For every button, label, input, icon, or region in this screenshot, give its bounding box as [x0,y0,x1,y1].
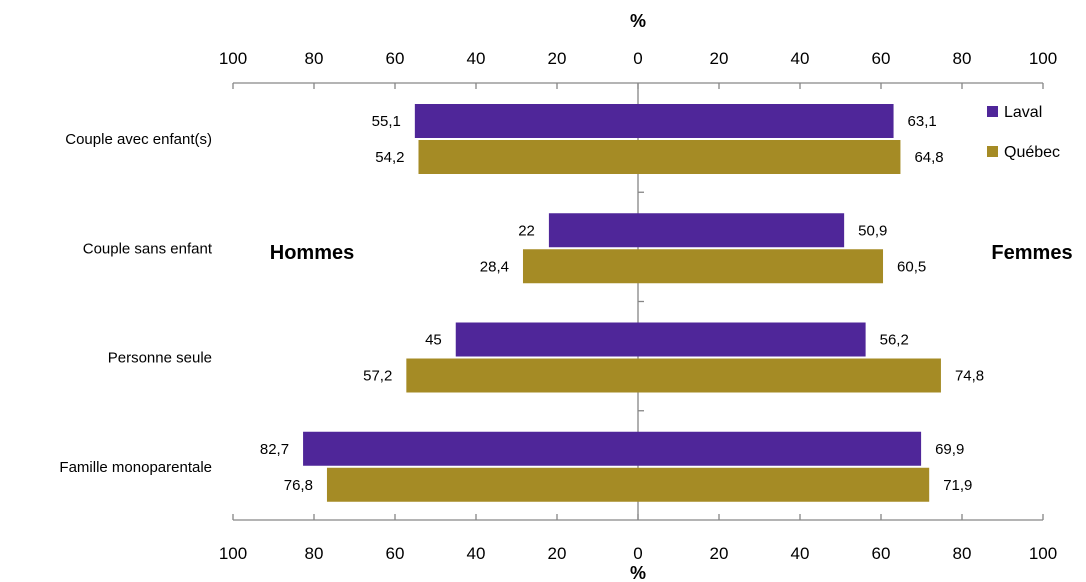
bottom-tick-label: 40 [791,544,810,563]
bar-hommes [418,140,638,174]
top-axis-unit: % [630,11,646,31]
bottom-tick-label: 60 [872,544,891,563]
value-label-femmes: 74,8 [955,368,984,385]
bar-hommes [414,104,638,138]
bottom-tick-label: 80 [305,544,324,563]
value-label-hommes: 57,2 [363,368,392,385]
bottom-tick-label: 100 [219,544,247,563]
hommes-side-label: Hommes [270,242,354,264]
bottom-axis: 100 80 60 40 20 0 20 40 60 80 100 [219,514,1057,563]
value-label-hommes: 54,2 [375,149,404,166]
category-label: Famille monoparentale [59,459,212,476]
value-label-femmes: 60,5 [897,258,926,275]
bar-hommes [522,249,638,284]
bars-group: 55,1 63,1 54,2 64,8 22 50,9 28,4 60,5 45 56,2 57,2… [260,104,984,502]
legend: Laval Québec [987,104,1060,161]
top-tick-label: 40 [467,49,486,68]
bottom-tick-label: 20 [548,544,567,563]
legend-label-quebec: Québec [1004,144,1060,161]
bar-hommes [303,431,638,466]
legend-swatch-laval [987,106,998,117]
top-tick-label: 80 [305,49,324,68]
category-label: Couple sans enfant [83,240,213,257]
top-tick-label: 80 [953,49,972,68]
top-axis: 100 80 60 40 20 0 20 40 60 80 100 [219,49,1057,412]
value-label-femmes: 50,9 [858,222,887,239]
bar-femmes [638,358,941,393]
femmes-side-label: Femmes [991,242,1072,264]
bar-hommes [548,213,638,248]
value-label-hommes: 76,8 [284,477,313,494]
legend-swatch-quebec [987,146,998,157]
value-label-hommes: 45 [425,332,442,349]
value-label-hommes: 55,1 [372,113,401,130]
bar-femmes [638,213,845,248]
value-label-femmes: 71,9 [943,477,972,494]
category-labels: Couple avec enfant(s) Couple sans enfant P… [59,131,212,476]
top-tick-label: 40 [791,49,810,68]
bar-hommes [406,358,638,393]
bottom-tick-label: 20 [710,544,729,563]
bottom-axis-unit: % [630,563,646,582]
bar-hommes [326,467,638,502]
top-tick-label: 20 [548,49,567,68]
bottom-tick-label: 60 [386,544,405,563]
top-tick-label: 60 [386,49,405,68]
value-label-femmes: 69,9 [935,441,964,458]
bottom-tick-label: 40 [467,544,486,563]
bottom-tick-label: 0 [633,544,642,563]
top-tick-label: 60 [872,49,891,68]
top-tick-label: 0 [633,49,642,68]
bar-femmes [638,467,930,502]
top-tick-label: 20 [710,49,729,68]
category-label: Personne seule [108,350,212,367]
value-label-hommes: 22 [518,222,535,239]
bottom-tick-label: 80 [953,544,972,563]
bar-femmes [638,322,866,357]
value-label-hommes: 82,7 [260,441,289,458]
value-label-femmes: 64,8 [914,149,943,166]
category-label: Couple avec enfant(s) [65,131,212,148]
legend-label-laval: Laval [1004,104,1042,121]
bar-femmes [638,140,901,174]
value-label-femmes: 63,1 [908,113,937,130]
bar-hommes [455,322,638,357]
bar-femmes [638,431,922,466]
top-tick-label: 100 [219,49,247,68]
value-label-hommes: 28,4 [480,258,509,275]
bar-femmes [638,104,894,138]
bottom-tick-label: 100 [1029,544,1057,563]
top-tick-label: 100 [1029,49,1057,68]
bar-femmes [638,249,884,284]
value-label-femmes: 56,2 [880,332,909,349]
